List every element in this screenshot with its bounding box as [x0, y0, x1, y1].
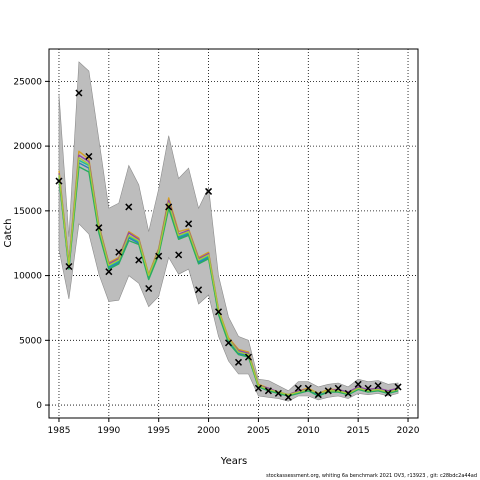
observed-point	[244, 353, 252, 361]
observed-point	[115, 248, 123, 256]
observed-point	[175, 251, 183, 259]
y-axis-label: Catch	[3, 219, 14, 248]
x-tick-label: 2005	[247, 426, 270, 436]
x-tick-label: 1990	[97, 426, 120, 436]
y-tick-label: 15000	[13, 207, 42, 217]
series-line-6	[58, 157, 399, 396]
observed-point	[105, 268, 113, 276]
observed-point	[284, 393, 292, 401]
x-tick-label: 2000	[197, 426, 220, 436]
observed-point	[364, 384, 372, 392]
observed-point	[145, 284, 153, 293]
y-axis-ticks: 0 5000 10000 15000 20000 25000	[13, 77, 49, 411]
observed-point	[215, 308, 223, 316]
observed-point	[274, 389, 282, 397]
observed-point	[294, 384, 302, 392]
plot-frame	[48, 48, 419, 419]
y-tick-label: 20000	[13, 142, 42, 152]
footer-credit: stockassessment.org, whiting 6a benchmar…	[266, 473, 477, 479]
x-tick-label: 2010	[297, 426, 320, 436]
observed-point	[75, 89, 83, 97]
observed-point	[304, 384, 312, 392]
observed-point	[185, 220, 193, 228]
confidence-band-area	[58, 61, 399, 402]
observed-point	[155, 252, 163, 260]
observed-point	[334, 384, 342, 392]
observed-point	[125, 203, 133, 211]
x-axis-label: Years	[220, 456, 247, 467]
observed-point	[344, 389, 352, 397]
y-tick-label: 10000	[13, 272, 42, 282]
y-tick-label: 0	[36, 401, 42, 411]
observed-point	[314, 391, 322, 399]
observed-point	[135, 256, 143, 264]
observed-point	[384, 389, 392, 397]
observed-point	[264, 387, 272, 395]
observed-point	[65, 262, 73, 271]
observed-point	[195, 286, 203, 294]
observed-point	[224, 339, 233, 347]
observed-point	[234, 358, 243, 366]
observed-point	[85, 152, 93, 160]
x-tick-label: 2015	[347, 426, 370, 436]
x-tick-label: 1985	[48, 426, 71, 436]
observed-point	[165, 203, 173, 211]
x-tick-label: 1995	[147, 426, 170, 436]
x-tick-label: 2020	[397, 426, 420, 436]
x-axis-ticks: 1985 1990 1995 2000 2005 2010 2015 2020	[48, 418, 420, 436]
y-tick-label: 5000	[19, 336, 42, 346]
observed-point	[254, 384, 262, 392]
observed-point	[95, 224, 103, 232]
observed-points	[55, 89, 402, 401]
confidence-band	[58, 61, 399, 402]
observed-point	[205, 187, 213, 195]
observed-point	[55, 177, 63, 185]
observed-point	[324, 387, 332, 395]
observed-point	[374, 382, 382, 390]
y-tick-label: 25000	[13, 77, 42, 87]
observed-point	[394, 383, 402, 391]
observed-point	[354, 380, 362, 388]
